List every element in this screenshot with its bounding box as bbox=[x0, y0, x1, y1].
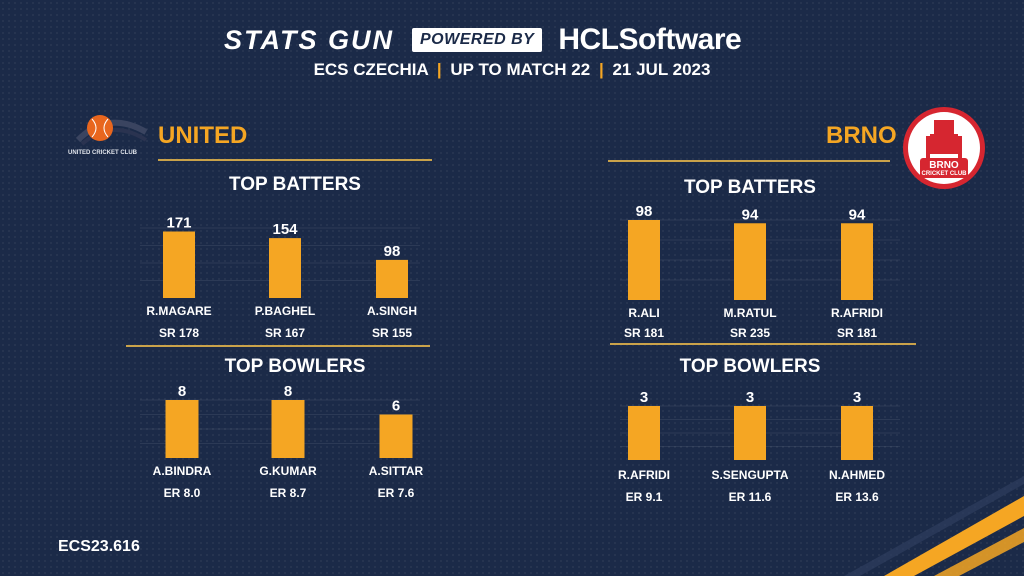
bar-chart-svg: 3 3 3 bbox=[620, 389, 900, 460]
brand-row: STATS GUN POWERED BY HCLSoftware bbox=[224, 22, 742, 58]
subtitle: ECS CZECHIA | UP TO MATCH 22 | 21 JUL 20… bbox=[0, 60, 1024, 80]
bar-chart-svg: 98 94 94 bbox=[620, 203, 900, 300]
united-bowlers-title: TOP BOWLERS bbox=[224, 356, 366, 377]
footer-code: ECS23.616 bbox=[58, 538, 140, 555]
bar-chart-svg: 8 8 6 bbox=[140, 383, 420, 458]
player-rate-label: SR 235 bbox=[729, 326, 771, 340]
bar-rmagare bbox=[163, 231, 195, 298]
united-mid-rule bbox=[126, 345, 430, 347]
subtitle-date: 21 JUL 2023 bbox=[612, 60, 711, 79]
player-rate-label: ER 8.0 bbox=[163, 486, 201, 500]
player-rate-label: SR 178 bbox=[158, 326, 200, 340]
player-rate-label: ER 7.6 bbox=[377, 486, 415, 500]
bar-chart-svg: 171 154 98 bbox=[140, 215, 420, 298]
player-rate-label: SR 181 bbox=[623, 326, 665, 340]
brno-batters-title: TOP BATTERS bbox=[684, 177, 816, 198]
header: STATS GUN POWERED BY HCLSoftware ECS CZE… bbox=[0, 14, 1024, 84]
brno-top-batters-chart: 98 94 94 R.ALI SR 181 M.RATUL SR 235 R.AFRIDI SR… bbox=[610, 200, 910, 346]
bar-rafridi bbox=[628, 406, 660, 460]
team-name-united: UNITED bbox=[158, 122, 248, 149]
bar-rafridi bbox=[841, 223, 873, 300]
sponsor-logo-text: HCLSoftware bbox=[558, 23, 742, 56]
united-header-rule bbox=[158, 159, 432, 161]
player-name-label: R.AFRIDI bbox=[831, 306, 883, 320]
subtitle-competition: ECS CZECHIA bbox=[313, 60, 429, 79]
bar-asittar bbox=[379, 414, 413, 458]
bar-mratul bbox=[734, 223, 766, 300]
player-name-label: P.BAGHEL bbox=[254, 304, 316, 318]
brno-header-rule bbox=[608, 160, 890, 162]
bar-abindra bbox=[165, 400, 199, 458]
bar-value-label: 98 bbox=[384, 243, 401, 260]
player-rate-label: ER 9.1 bbox=[625, 490, 663, 504]
player-name-label: R.AFRIDI bbox=[618, 468, 670, 482]
player-name-label: A.BINDRA bbox=[152, 464, 212, 478]
player-name-label: G.KUMAR bbox=[259, 464, 317, 478]
decorative-swoosh-icon bbox=[844, 476, 1024, 576]
bar-value-label: 94 bbox=[849, 206, 866, 223]
bar-nahmed bbox=[841, 406, 873, 460]
cricket-ball-icon bbox=[75, 115, 148, 146]
bar-rali bbox=[628, 220, 660, 300]
brno-cricket-club-logo: BRNO CRICKET CLUB bbox=[902, 106, 986, 190]
brno-logo-text-top: BRNO bbox=[929, 160, 959, 171]
subtitle-separator: | bbox=[598, 60, 604, 79]
bar-value-label: 154 bbox=[272, 221, 298, 238]
bar-value-label: 6 bbox=[392, 398, 400, 415]
bar-pbaghel bbox=[269, 238, 301, 298]
subtitle-separator: | bbox=[436, 60, 442, 79]
brand-title: STATS GUN bbox=[224, 24, 394, 55]
player-name-label: A.SITTAR bbox=[368, 464, 424, 478]
player-name-label: R.ALI bbox=[628, 306, 660, 320]
brno-bowlers-title: TOP BOWLERS bbox=[679, 356, 821, 377]
bar-value-label: 8 bbox=[284, 383, 292, 400]
bar-gkumar bbox=[271, 400, 305, 458]
bar-value-label: 3 bbox=[640, 389, 648, 406]
player-rate-label: SR 167 bbox=[264, 326, 306, 340]
brno-mid-rule bbox=[610, 343, 916, 345]
brno-logo-text-bottom: CRICKET CLUB bbox=[921, 171, 967, 177]
bar-value-label: 3 bbox=[746, 389, 754, 406]
subtitle-match-range: UP TO MATCH 22 bbox=[450, 60, 591, 79]
united-top-batters-chart: 171 154 98 R.MAGARE SR 178 P.BAGHEL SR 167 A.SI… bbox=[130, 200, 430, 346]
united-logo-text: UNITED CRICKET CLUB bbox=[68, 150, 137, 156]
united-cricket-club-logo: UNITED CRICKET CLUB bbox=[68, 110, 150, 168]
bar-ssengupta bbox=[734, 406, 766, 460]
player-name-label: M.RATUL bbox=[723, 306, 777, 320]
player-rate-label: ER 11.6 bbox=[728, 490, 772, 504]
united-batters-title: TOP BATTERS bbox=[229, 174, 361, 195]
bar-value-label: 8 bbox=[178, 383, 186, 400]
united-top-bowlers-chart: 8 8 6 A.BINDRA ER 8.0 G.KUMAR ER 8.7 A.SITTAR ER… bbox=[130, 380, 430, 506]
player-rate-label: SR 155 bbox=[371, 326, 413, 340]
player-name-label: R.MAGARE bbox=[146, 304, 212, 318]
bar-value-label: 171 bbox=[166, 215, 191, 232]
brno-top-bowlers-chart: 3 3 3 R.AFRIDI ER 9.1 S.SENGUPTA ER 11.6 N.AHME… bbox=[610, 382, 910, 510]
player-name-label: A.SINGH bbox=[366, 304, 417, 318]
powered-by-badge: POWERED BY bbox=[412, 28, 543, 52]
team-name-brno: BRNO bbox=[826, 122, 897, 149]
player-rate-label: SR 181 bbox=[836, 326, 878, 340]
player-rate-label: ER 13.6 bbox=[835, 490, 879, 504]
bar-value-label: 94 bbox=[742, 206, 759, 223]
bar-asingh bbox=[376, 259, 408, 298]
player-name-label: N.AHMED bbox=[829, 468, 885, 482]
bar-value-label: 3 bbox=[853, 389, 861, 406]
cricket-batter-icon bbox=[903, 107, 985, 189]
bar-value-label: 98 bbox=[636, 203, 653, 220]
player-rate-label: ER 8.7 bbox=[269, 486, 307, 500]
player-name-label: S.SENGUPTA bbox=[711, 468, 789, 482]
